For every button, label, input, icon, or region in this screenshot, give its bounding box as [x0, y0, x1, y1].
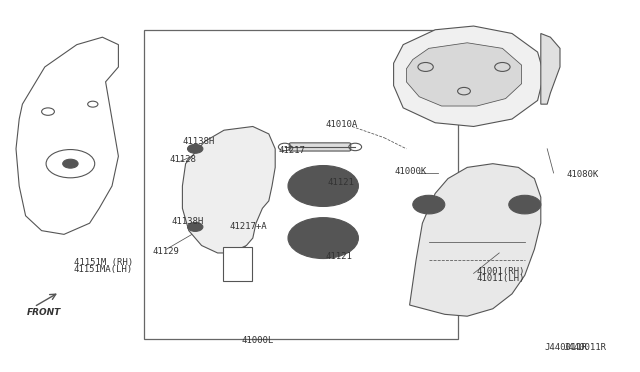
- FancyBboxPatch shape: [230, 220, 245, 273]
- Circle shape: [288, 218, 358, 259]
- Text: 41217+A: 41217+A: [229, 222, 267, 231]
- Polygon shape: [541, 33, 560, 104]
- Text: 41080K: 41080K: [566, 170, 598, 179]
- Text: 41138H: 41138H: [172, 217, 204, 226]
- Circle shape: [413, 195, 445, 214]
- Text: 41000L: 41000L: [242, 336, 274, 345]
- Text: J440011R: J440011R: [563, 343, 606, 352]
- Text: 41001(RH): 41001(RH): [477, 267, 525, 276]
- Text: 41217: 41217: [278, 146, 305, 155]
- Circle shape: [188, 144, 203, 153]
- Polygon shape: [406, 43, 522, 106]
- Text: 41138H: 41138H: [182, 137, 214, 146]
- Text: 41121: 41121: [325, 252, 352, 261]
- Polygon shape: [394, 26, 544, 126]
- Text: 41128: 41128: [170, 155, 196, 164]
- FancyBboxPatch shape: [289, 143, 351, 151]
- Text: J440011R: J440011R: [545, 343, 588, 352]
- Text: 41010A: 41010A: [325, 120, 357, 129]
- Circle shape: [509, 195, 541, 214]
- Circle shape: [188, 222, 203, 231]
- Text: 41151M (RH): 41151M (RH): [74, 258, 132, 267]
- Text: 41011(LH): 41011(LH): [477, 275, 525, 283]
- Text: 41000K: 41000K: [395, 167, 427, 176]
- Polygon shape: [182, 126, 275, 253]
- Circle shape: [63, 159, 78, 168]
- Circle shape: [227, 269, 248, 280]
- FancyBboxPatch shape: [223, 247, 252, 281]
- Polygon shape: [410, 164, 541, 316]
- Circle shape: [288, 166, 358, 206]
- Text: 41121: 41121: [328, 178, 355, 187]
- Text: FRONT: FRONT: [26, 308, 61, 317]
- Text: 41129: 41129: [152, 247, 179, 256]
- Text: 41151MA(LH): 41151MA(LH): [74, 265, 132, 274]
- FancyBboxPatch shape: [144, 30, 458, 339]
